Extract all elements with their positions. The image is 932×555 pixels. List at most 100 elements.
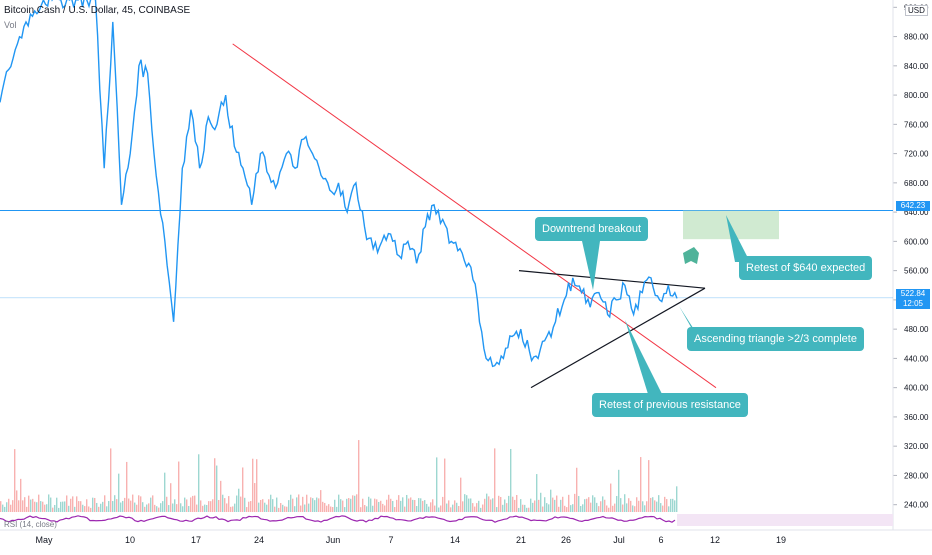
volume-bar (142, 502, 144, 512)
volume-bar (324, 502, 326, 512)
volume-bar (460, 477, 462, 512)
volume-bar (278, 507, 280, 512)
volume-bar (558, 506, 560, 512)
volume-bar (160, 503, 162, 512)
callout-ascending-triangle[interactable]: Ascending triangle >2/3 complete (687, 327, 864, 351)
price-line (0, 0, 678, 368)
volume-bar (260, 499, 262, 512)
volume-bar (672, 498, 674, 512)
volume-bar (418, 498, 420, 512)
volume-bar (110, 448, 112, 512)
volume-bar (450, 507, 452, 512)
volume-bar (166, 496, 168, 512)
volume-bar (226, 503, 228, 512)
volume-bar (664, 496, 666, 512)
volume-bar (42, 501, 44, 512)
y-tick-label: 760.00 (904, 120, 929, 129)
y-tick-label: 720.00 (904, 150, 929, 159)
volume-bar (94, 497, 96, 512)
volume-bar (282, 504, 284, 512)
volume-bar (574, 493, 576, 512)
volume-bar (64, 501, 66, 512)
volume-bar (486, 493, 488, 512)
volume-bar (98, 506, 100, 512)
volume-bar (354, 495, 356, 512)
volume-bar (196, 504, 198, 512)
rsi-line (0, 515, 676, 523)
volume-bar (540, 492, 542, 512)
volume-bar (334, 499, 336, 512)
volume-bar (372, 505, 374, 512)
callout-retest-resistance[interactable]: Retest of previous resistance (592, 393, 748, 417)
chart-title: Bitcoin Cash / U.S. Dollar, 45, COINBASE (4, 5, 191, 16)
volume-bar (386, 499, 388, 512)
volume-bar (520, 499, 522, 512)
volume-bar (102, 501, 104, 512)
volume-bar (432, 499, 434, 512)
volume-bar (576, 467, 578, 512)
volume-bar (156, 506, 158, 512)
volume-bar (340, 499, 342, 512)
volume-bar (210, 501, 212, 512)
volume-bar (620, 498, 622, 512)
volume-bar (318, 498, 320, 512)
volume-bar (382, 503, 384, 512)
volume-bar (248, 501, 250, 512)
volume-bar (2, 504, 4, 512)
volume-bar (556, 495, 558, 512)
volume-bar (224, 498, 226, 512)
x-tick-label: 10 (125, 535, 135, 545)
volume-bar (470, 498, 472, 512)
rocket-icon (683, 247, 699, 264)
volume-bar (584, 499, 586, 512)
volume-bar (478, 500, 480, 512)
volume-bar (420, 498, 422, 512)
volume-bar (26, 506, 28, 512)
volume-bar (66, 495, 68, 512)
volume-bar (34, 501, 36, 512)
volume-bar (58, 507, 60, 512)
volume-bar (414, 500, 416, 512)
volume-bar (650, 497, 652, 512)
volume-bar (634, 506, 636, 512)
callout-retest-640[interactable]: Retest of $640 expected (739, 256, 873, 280)
volume-bar (392, 500, 394, 512)
volume-bar (640, 457, 642, 512)
volume-bar (152, 495, 154, 512)
volume-bar (446, 503, 448, 512)
x-tick-label: 21 (516, 535, 526, 545)
volume-bar (234, 503, 236, 512)
y-tick-label: 480.00 (904, 325, 929, 334)
y-tick-label: 680.00 (904, 179, 929, 188)
volume-bar (6, 502, 8, 512)
y-tick-label: 600.00 (904, 237, 929, 246)
volume-bar (660, 503, 662, 512)
y-tick-label: 400.00 (904, 384, 929, 393)
volume-bar (192, 495, 194, 512)
volume-bar (186, 499, 188, 512)
volume-bar (32, 498, 34, 512)
volume-bar (484, 498, 486, 512)
volume-bar (412, 499, 414, 512)
volume-bar (308, 503, 310, 512)
volume-bar (298, 494, 300, 512)
volume-bar (134, 502, 136, 512)
volume-bar (292, 498, 294, 512)
volume-bar (398, 495, 400, 512)
x-tick-label: 24 (254, 535, 264, 545)
triangle-upper-line (518, 270, 706, 289)
volume-bar (174, 499, 176, 512)
volume-bar (40, 501, 42, 512)
volume-bar (302, 496, 304, 512)
callout-downtrend-breakout[interactable]: Downtrend breakout (535, 217, 649, 241)
volume-bar (588, 497, 590, 512)
volume-bar (564, 505, 566, 512)
volume-bar (50, 497, 52, 512)
volume-bar (184, 497, 186, 512)
volume-bar (662, 505, 664, 512)
volume-bar (78, 501, 80, 512)
currency-badge[interactable]: USD (905, 5, 928, 16)
volume-bar (434, 505, 436, 512)
volume-bar (492, 498, 494, 512)
